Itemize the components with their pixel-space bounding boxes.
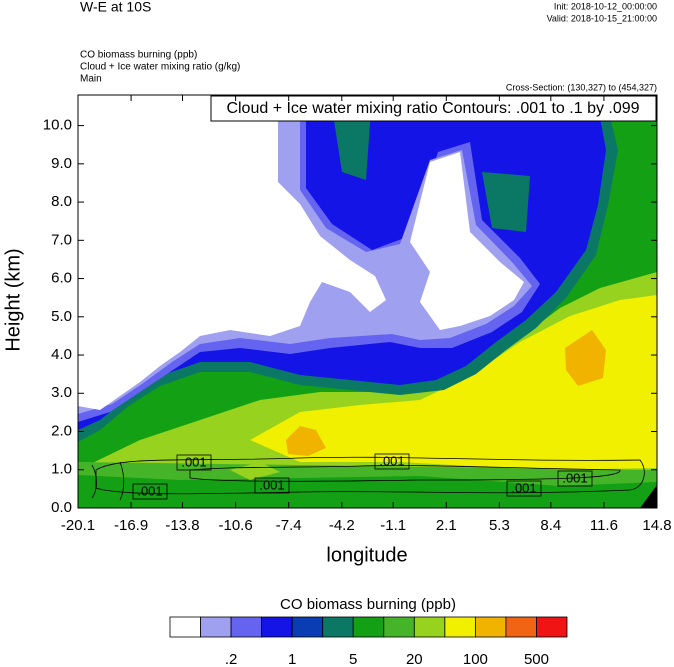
colorbar-swatch: [536, 616, 568, 638]
colorbar-tick-label: 500: [524, 651, 549, 667]
contour-label: .001: [181, 454, 206, 469]
contour-fill: [78, 95, 386, 410]
filled-contours: [78, 95, 657, 508]
colorbar-swatch: [322, 616, 354, 638]
contour-labels: .001 .001 .001 .001 .001 .001: [132, 453, 593, 500]
y-tick-label: 10.0: [43, 117, 72, 134]
cloud-contours: [91, 456, 645, 501]
x-tick-label: 5.3: [489, 517, 510, 534]
y-tick-label: 3.0: [51, 384, 72, 401]
plot-frame: [77, 94, 658, 509]
contour-line: [189, 465, 621, 482]
colorbar-tick-label: 20: [406, 651, 423, 667]
x-tick-label: -7.4: [276, 517, 302, 534]
colorbar-tick-label: 100: [463, 651, 488, 667]
x-tick-label: 8.4: [540, 517, 561, 534]
colorbar-swatch: [383, 616, 415, 638]
contour-label-box: [254, 477, 290, 494]
y-tick-label: 5.0: [51, 308, 72, 325]
valid-time: Valid: 2018-10-15_21:00:00: [547, 13, 657, 23]
field-name: Main: [80, 74, 102, 85]
colorbar-swatch: [261, 616, 293, 638]
y-tick-label: 6.0: [51, 270, 72, 287]
contour-fill: [286, 426, 326, 456]
y-tick-label: 7.0: [51, 231, 72, 248]
y-tick-label: 0.0: [51, 499, 72, 516]
x-tick-label: 14.8: [642, 517, 671, 534]
contour-fill: [410, 152, 524, 330]
chart-title: W-E at 10S: [80, 0, 151, 15]
y-tick-label: 8.0: [51, 193, 72, 210]
x-tick-label: 11.6: [590, 517, 618, 534]
contour-label-box: [557, 470, 593, 487]
contour-fill: [565, 330, 606, 386]
contour-fill: [230, 462, 280, 480]
cross-section: Cross-Section: (130,327) to (454,327): [506, 82, 657, 92]
colorbar-tick-label: .2: [225, 651, 238, 667]
x-tick-label: -4.2: [329, 517, 355, 534]
corner-fill: [640, 485, 657, 508]
colorbar-swatch: [291, 616, 324, 638]
contour-line: [95, 456, 645, 495]
y-tick-label: 4.0: [51, 346, 72, 363]
x-tick-label: -16.9: [114, 517, 148, 534]
contour-info-box: [210, 95, 657, 122]
contour-label-box: [176, 454, 212, 471]
contour-label: .001: [511, 480, 536, 495]
colorbar-swatch: [474, 616, 507, 638]
contour-label: .001: [562, 470, 587, 485]
colorbar-tick-label: 1: [288, 651, 296, 667]
colorbar-swatch: [352, 616, 385, 638]
y-tick-label: 1.0: [51, 461, 72, 478]
colorbar-swatch: [230, 616, 263, 638]
field-name: CO biomass burning (ppb): [80, 50, 197, 61]
colorbar-swatch: [505, 616, 537, 638]
y-tick-label: 9.0: [51, 155, 72, 172]
x-axis-label: longitude: [326, 544, 407, 566]
contour-label: .001: [137, 483, 162, 498]
contour-label-box: [132, 483, 168, 500]
contour-line: [91, 461, 125, 501]
colorbar-title: CO biomass burning (ppb): [280, 596, 456, 613]
colorbar-tick-label: 5: [349, 651, 357, 667]
contour-label: .001: [259, 477, 284, 492]
x-tick-label: 2.1: [436, 517, 457, 534]
colorbar-swatch: [200, 616, 232, 638]
colorbar-swatch: [169, 616, 201, 638]
y-tick-label: 2.0: [51, 422, 72, 439]
x-tick-label: -10.6: [219, 517, 253, 534]
contour-fill: [482, 172, 530, 232]
field-name: Cloud + Ice water mixing ratio (g/kg): [80, 62, 240, 73]
init-time: Init: 2018-10-12_00:00:00: [554, 1, 657, 11]
contour-label-box: [374, 453, 410, 470]
colorbar-swatch: [444, 616, 476, 638]
x-tick-label: -1.1: [380, 517, 406, 534]
x-tick-label: -13.8: [165, 517, 199, 534]
contour-label: .001: [379, 453, 404, 468]
contour-label-box: [506, 480, 542, 497]
x-tick-label: -20.1: [61, 517, 95, 534]
contour-fill: [250, 295, 657, 470]
contour-info: Cloud + Ice water mixing ratio Contours:…: [226, 100, 639, 117]
colorbar-swatch: [413, 616, 446, 638]
y-axis-label: Height (km): [2, 248, 24, 351]
